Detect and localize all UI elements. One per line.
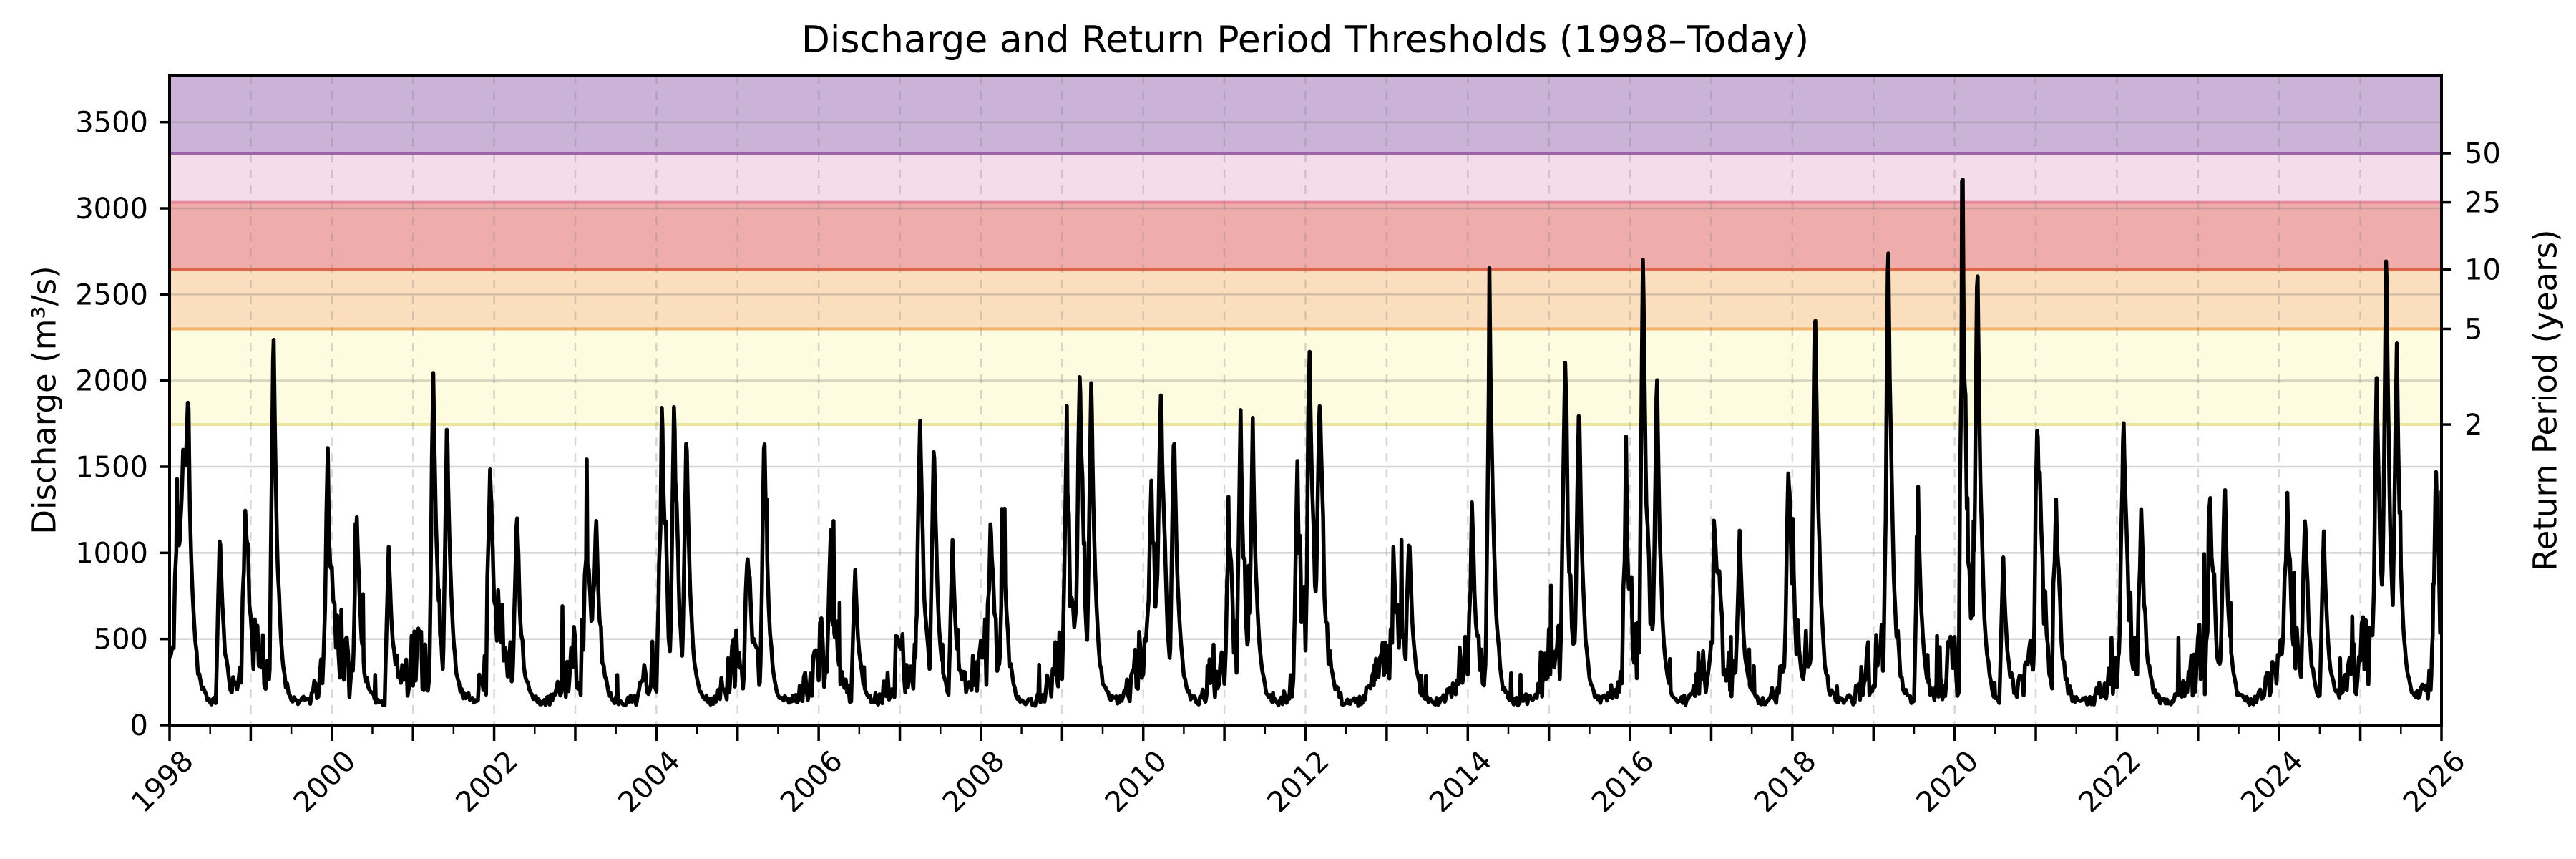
chart-title: Discharge and Return Period Thresholds (… <box>801 19 1810 62</box>
y-left-tick-label: 2000 <box>75 365 148 398</box>
y-right-tick-label: 25 <box>2464 187 2501 220</box>
return-period-band-10 <box>170 202 2441 270</box>
y-right-tick-label: 10 <box>2464 253 2501 286</box>
x-axis: 1998 2000 2002 2004 2006 2008 2010 2012 2014 2016… <box>125 725 2472 820</box>
x-tick-label: 2020 <box>1911 744 1986 820</box>
return-period-band-2 <box>170 329 2441 425</box>
y-left-tick-label: 3500 <box>75 107 148 140</box>
x-tick-label: 2002 <box>450 744 525 820</box>
x-tick-label: 2022 <box>2072 744 2147 820</box>
y-axis-label-right: Return Period (years) <box>2526 229 2565 571</box>
threshold-bands <box>170 75 2441 425</box>
discharge-series <box>170 178 2441 708</box>
threshold-lines <box>170 152 2441 427</box>
x-tick-label: 2016 <box>1586 744 1661 820</box>
x-tick-label: 2004 <box>612 744 687 820</box>
x-tick-label: 2008 <box>937 744 1012 820</box>
y-left-tick-label: 500 <box>94 623 148 656</box>
y-right-tick-label: 50 <box>2464 137 2501 170</box>
y-left-tick-label: 2500 <box>75 278 148 311</box>
return-period-band-5 <box>170 269 2441 329</box>
x-tick-label: 2012 <box>1262 744 1337 820</box>
y-left-tick-label: 3000 <box>75 193 148 225</box>
y-left-tick-label: 1000 <box>75 537 148 570</box>
x-tick-label: 2006 <box>774 744 849 820</box>
y-axis-label-left: Discharge (m³/s) <box>25 266 64 535</box>
return-period-band-50 <box>170 75 2441 154</box>
y-axis-left: 0 500 1000 1500 2000 2500 3000 3500 <box>75 107 170 742</box>
x-tick-label: 2024 <box>2235 744 2310 820</box>
x-tick-label: 2026 <box>2397 744 2472 820</box>
y-left-tick-label: 0 <box>130 709 148 742</box>
x-tick-label: 2014 <box>1423 744 1498 820</box>
y-right-tick-label: 2 <box>2464 409 2482 442</box>
return-period-band-25 <box>170 153 2441 203</box>
x-tick-label: 2000 <box>288 744 363 820</box>
x-tick-label: 1998 <box>125 744 200 820</box>
discharge-line <box>170 178 2441 708</box>
x-tick-label: 2010 <box>1099 744 1174 820</box>
x-tick-label: 2018 <box>1748 744 1823 820</box>
y-right-tick-label: 5 <box>2464 313 2482 346</box>
y-left-tick-label: 1500 <box>75 451 148 484</box>
